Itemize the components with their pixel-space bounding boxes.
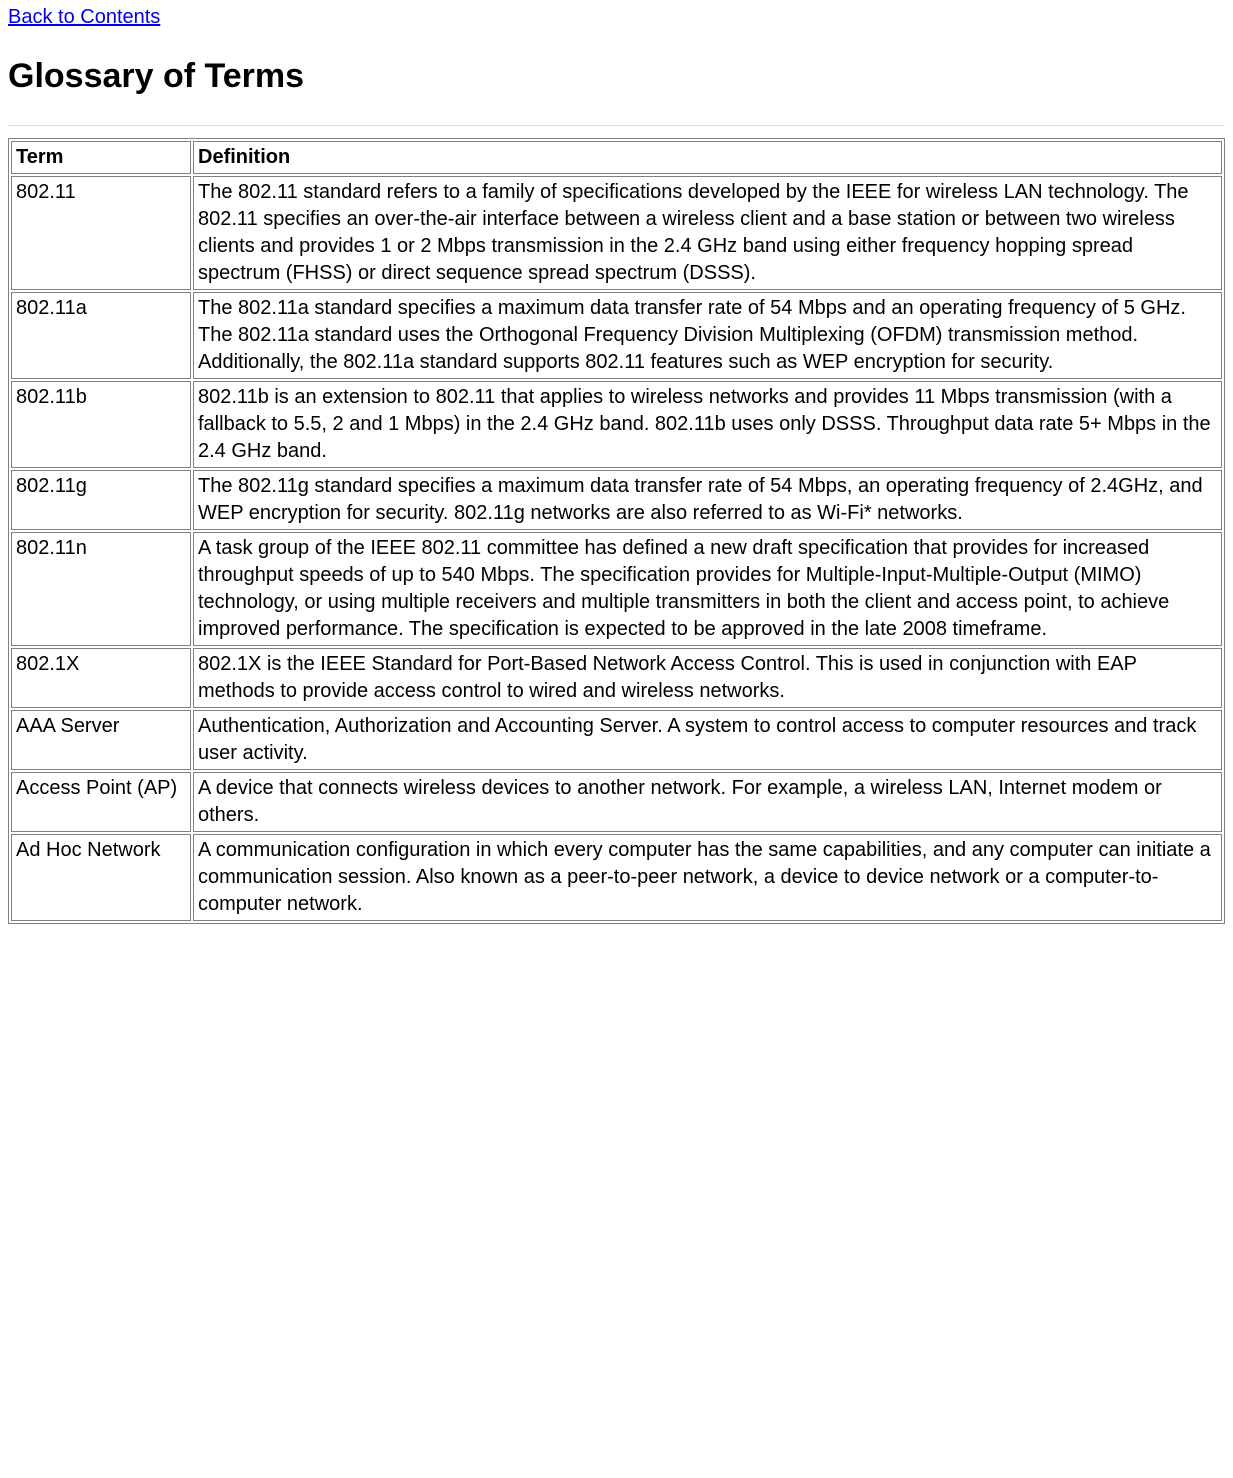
term-cell: 802.1X bbox=[11, 648, 191, 708]
table-header-row: Term Definition bbox=[11, 141, 1222, 174]
table-row: Access Point (AP) A device that connects… bbox=[11, 772, 1222, 832]
back-to-contents-link[interactable]: Back to Contents bbox=[8, 6, 160, 28]
page-title: Glossary of Terms bbox=[8, 57, 1225, 96]
definition-cell: 802.11b is an extension to 802.11 that a… bbox=[193, 381, 1222, 468]
definition-cell: The 802.11a standard specifies a maximum… bbox=[193, 292, 1222, 379]
term-cell: 802.11a bbox=[11, 292, 191, 379]
column-header-term: Term bbox=[11, 141, 191, 174]
table-row: 802.1X 802.1X is the IEEE Standard for P… bbox=[11, 648, 1222, 708]
column-header-definition: Definition bbox=[193, 141, 1222, 174]
divider bbox=[8, 124, 1225, 126]
table-row: Ad Hoc Network A communication configura… bbox=[11, 834, 1222, 921]
table-row: 802.11a The 802.11a standard specifies a… bbox=[11, 292, 1222, 379]
term-cell: 802.11b bbox=[11, 381, 191, 468]
term-cell: 802.11n bbox=[11, 532, 191, 646]
definition-cell: The 802.11 standard refers to a family o… bbox=[193, 176, 1222, 290]
term-cell: AAA Server bbox=[11, 710, 191, 770]
definition-cell: The 802.11g standard specifies a maximum… bbox=[193, 470, 1222, 530]
term-cell: Access Point (AP) bbox=[11, 772, 191, 832]
definition-cell: A task group of the IEEE 802.11 committe… bbox=[193, 532, 1222, 646]
definition-cell: A device that connects wireless devices … bbox=[193, 772, 1222, 832]
glossary-table: Term Definition 802.11 The 802.11 standa… bbox=[8, 138, 1225, 924]
table-row: 802.11n A task group of the IEEE 802.11 … bbox=[11, 532, 1222, 646]
table-row: 802.11 The 802.11 standard refers to a f… bbox=[11, 176, 1222, 290]
term-cell: 802.11 bbox=[11, 176, 191, 290]
table-row: 802.11b 802.11b is an extension to 802.1… bbox=[11, 381, 1222, 468]
term-cell: Ad Hoc Network bbox=[11, 834, 191, 921]
table-row: AAA Server Authentication, Authorization… bbox=[11, 710, 1222, 770]
definition-cell: 802.1X is the IEEE Standard for Port-Bas… bbox=[193, 648, 1222, 708]
definition-cell: Authentication, Authorization and Accoun… bbox=[193, 710, 1222, 770]
table-row: 802.11g The 802.11g standard specifies a… bbox=[11, 470, 1222, 530]
definition-cell: A communication configuration in which e… bbox=[193, 834, 1222, 921]
term-cell: 802.11g bbox=[11, 470, 191, 530]
